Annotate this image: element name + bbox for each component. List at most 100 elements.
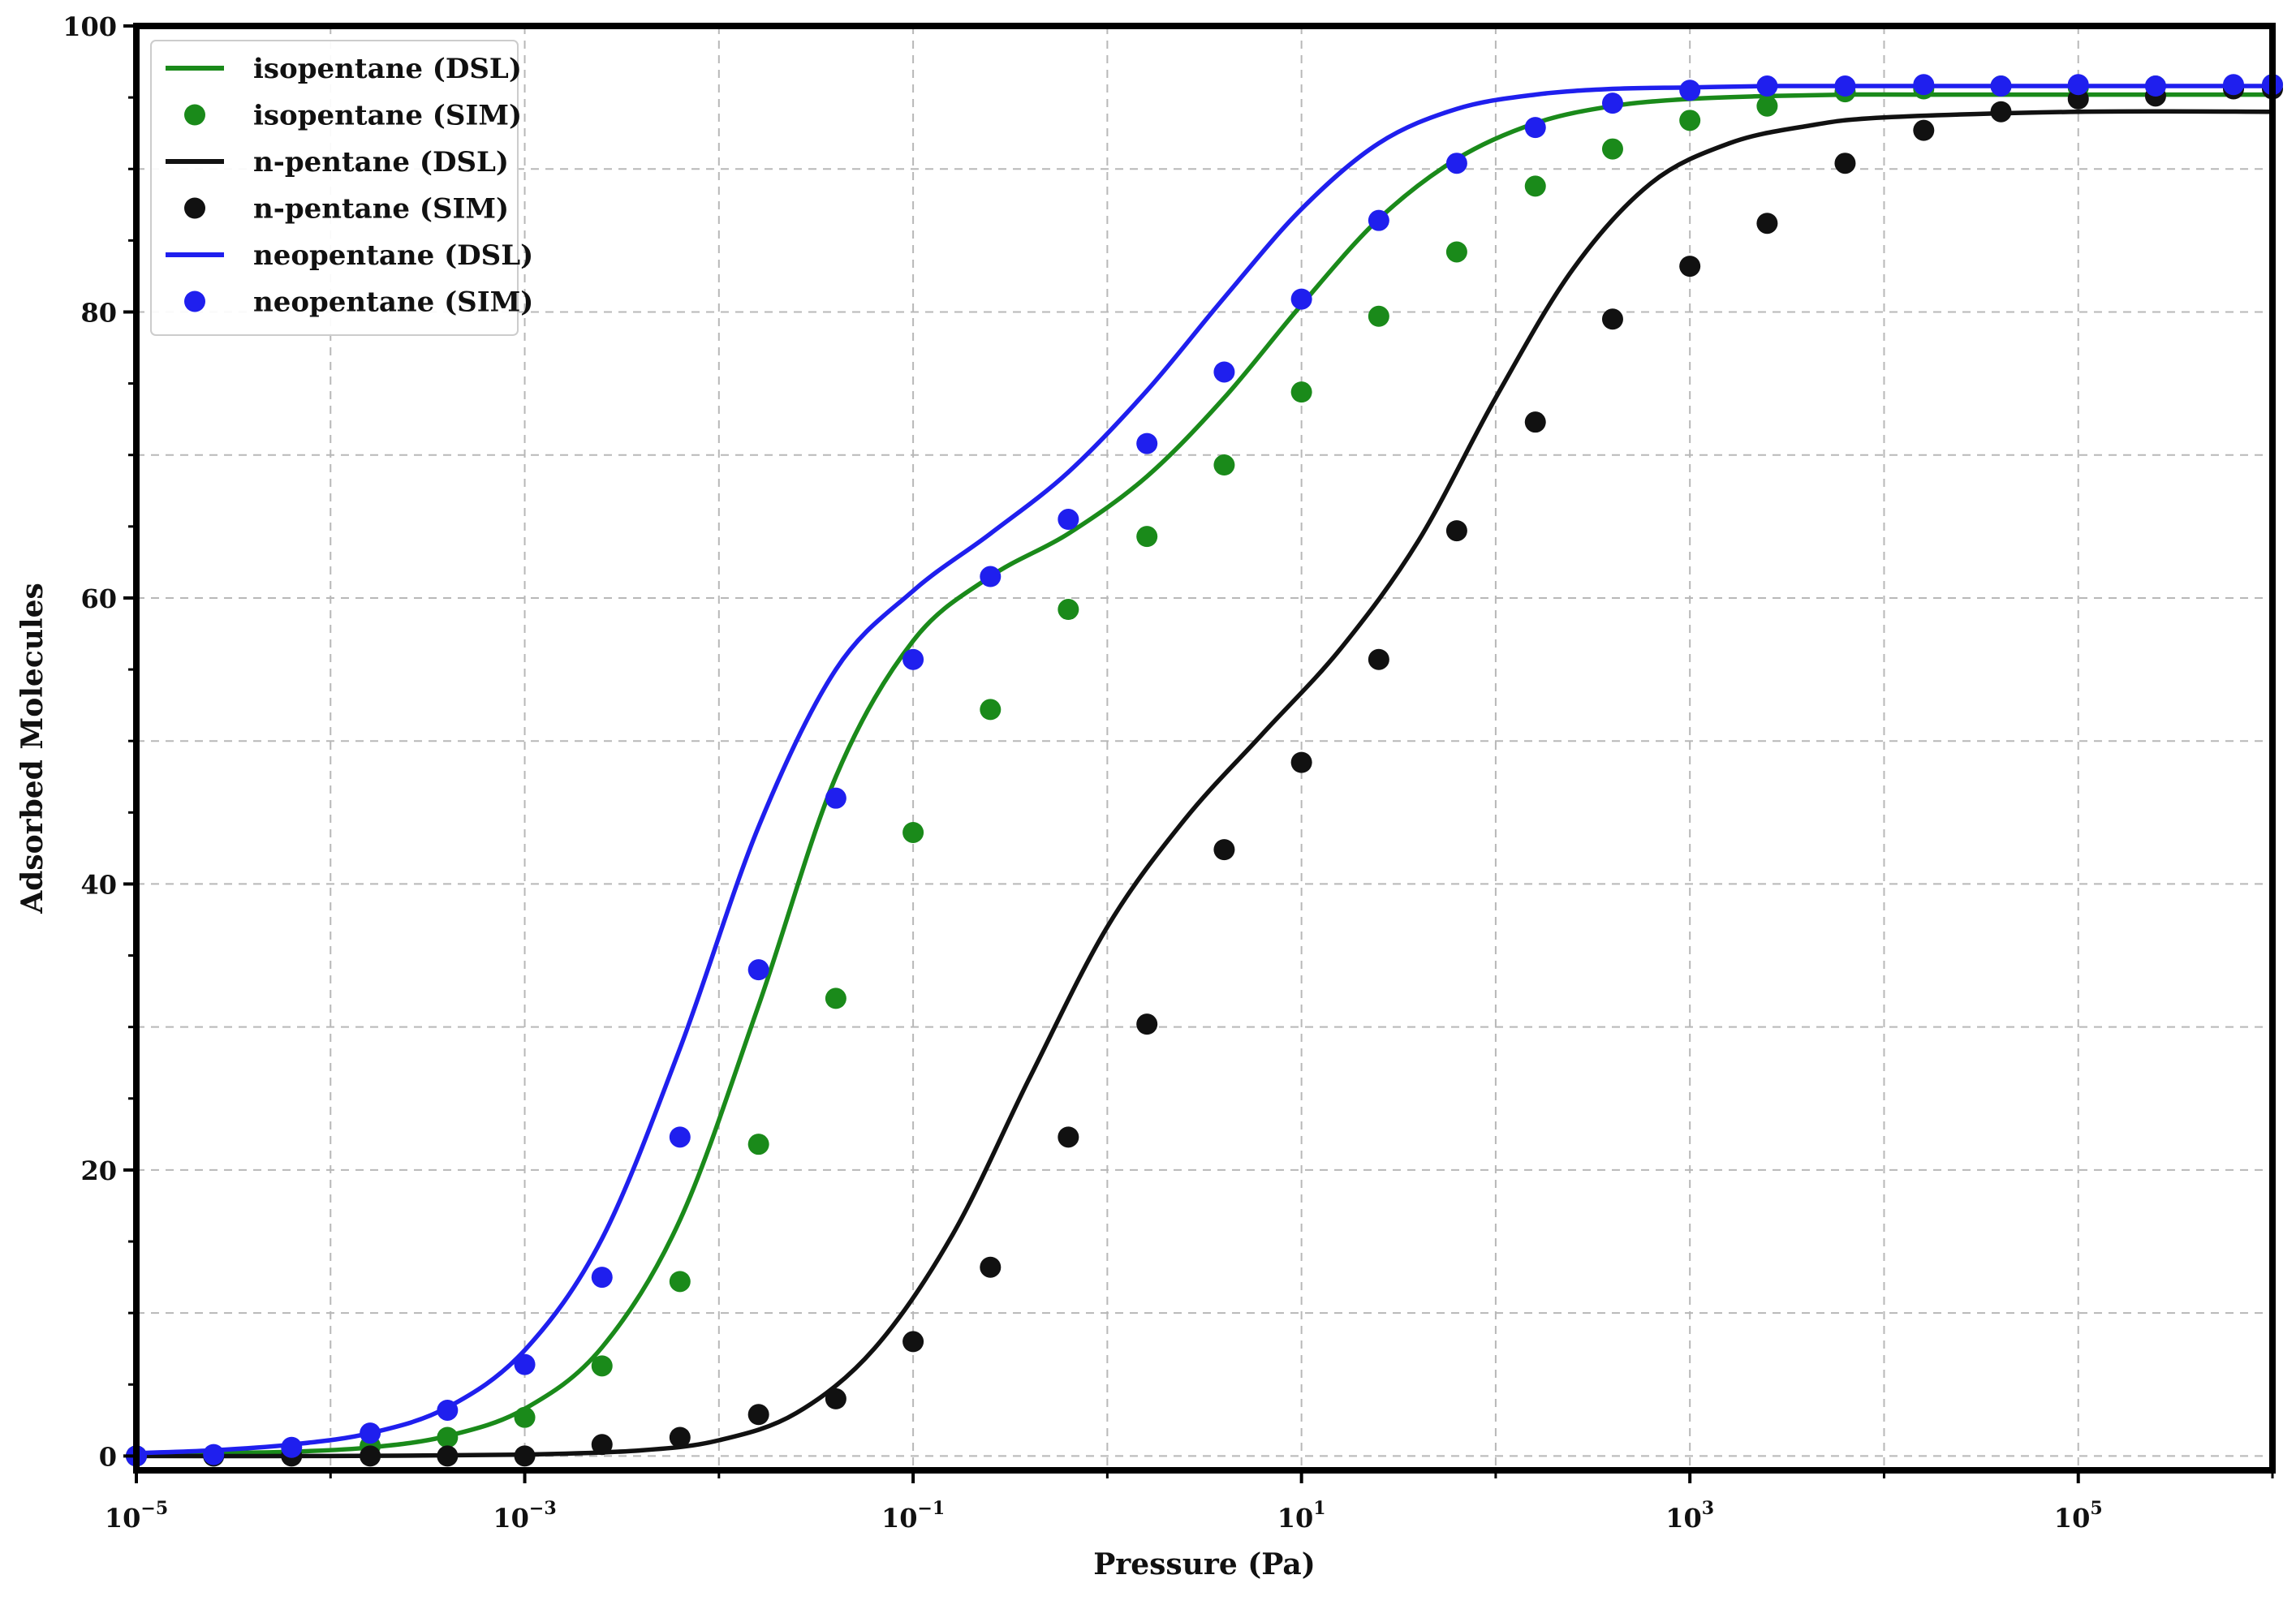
data-point-neopentane-sim xyxy=(1834,75,1856,97)
data-point-neopentane-sim xyxy=(514,1353,536,1375)
data-point-n-pentane-sim xyxy=(1058,1126,1079,1148)
y-axis-ticks: 0 20 40 60 80 100 xyxy=(62,11,136,1472)
legend-label: neopentane (SIM) xyxy=(253,286,533,319)
legend-label: isopentane (DSL) xyxy=(253,53,522,85)
data-point-neopentane-sim xyxy=(1058,509,1079,531)
y-axis-label: Adsorbed Molecules xyxy=(15,583,50,914)
data-point-isopentane-sim xyxy=(980,699,1002,721)
data-point-n-pentane-sim xyxy=(902,1331,924,1353)
data-point-isopentane-sim xyxy=(747,1134,769,1155)
x-axis-ticks: 10−5 10−3 10−1 101 103 105 xyxy=(105,1470,2103,1534)
data-point-n-pentane-sim xyxy=(437,1445,459,1467)
data-point-neopentane-sim xyxy=(980,566,1002,587)
data-point-isopentane-sim xyxy=(1213,454,1235,476)
legend-label: n-pentane (SIM) xyxy=(253,193,509,226)
data-point-neopentane-sim xyxy=(1913,74,1935,96)
data-point-n-pentane-sim xyxy=(1756,213,1778,235)
data-point-neopentane-sim xyxy=(360,1422,381,1444)
data-point-isopentane-sim xyxy=(1368,305,1389,327)
data-point-neopentane-sim xyxy=(1524,117,1546,139)
x-tick-label: 105 xyxy=(2054,1498,2103,1534)
data-point-neopentane-sim xyxy=(902,648,924,670)
data-point-n-pentane-sim xyxy=(1136,1013,1158,1035)
data-point-n-pentane-sim xyxy=(1913,119,1935,141)
data-point-isopentane-sim xyxy=(1601,138,1623,160)
data-point-n-pentane-sim xyxy=(514,1445,536,1467)
x-tick-label: 10−5 xyxy=(105,1498,168,1534)
data-point-n-pentane-sim xyxy=(1445,520,1467,542)
data-point-isopentane-sim xyxy=(1136,526,1158,548)
data-point-n-pentane-sim xyxy=(1990,101,2012,123)
y-tick-label: 80 xyxy=(80,297,117,328)
data-point-neopentane-sim xyxy=(1756,75,1778,97)
data-point-neopentane-sim xyxy=(747,959,769,981)
legend-swatch-marker xyxy=(184,290,205,312)
y-tick-label: 60 xyxy=(80,583,117,614)
legend-label: isopentane (SIM) xyxy=(253,100,522,132)
data-point-neopentane-sim xyxy=(2067,74,2089,96)
series-layer xyxy=(126,74,2283,1467)
y-tick-label: 0 xyxy=(99,1441,117,1472)
x-axis-label: Pressure (Pa) xyxy=(1093,1547,1316,1581)
data-point-neopentane-sim xyxy=(1601,93,1623,114)
data-point-neopentane-sim xyxy=(2222,74,2244,96)
x-tick-label: 101 xyxy=(1277,1498,1326,1534)
data-point-neopentane-sim xyxy=(2144,75,2166,97)
series-line-n-pentane-dsl xyxy=(136,109,2273,1459)
data-point-neopentane-sim xyxy=(669,1126,691,1148)
data-point-isopentane-sim xyxy=(1679,110,1701,131)
x-tick-label: 103 xyxy=(1665,1498,1714,1534)
data-point-neopentane-sim xyxy=(1136,432,1158,454)
data-point-isopentane-sim xyxy=(1058,599,1079,621)
data-point-isopentane-sim xyxy=(1445,241,1467,263)
data-point-isopentane-sim xyxy=(591,1355,613,1377)
data-point-neopentane-sim xyxy=(1368,209,1389,231)
data-point-isopentane-sim xyxy=(437,1426,459,1448)
data-point-n-pentane-sim xyxy=(1213,839,1235,861)
legend-box xyxy=(150,40,519,336)
legend-label: n-pentane (DSL) xyxy=(253,146,509,179)
data-point-n-pentane-sim xyxy=(1834,153,1856,174)
legend-swatch-marker xyxy=(184,197,205,219)
data-point-isopentane-sim xyxy=(1290,381,1312,403)
data-point-n-pentane-sim xyxy=(360,1445,381,1467)
data-point-neopentane-sim xyxy=(203,1444,225,1465)
data-point-n-pentane-sim xyxy=(1524,411,1546,433)
data-point-n-pentane-sim xyxy=(825,1388,846,1409)
data-point-isopentane-sim xyxy=(902,821,924,843)
data-point-neopentane-sim xyxy=(1290,288,1312,310)
data-point-n-pentane-sim xyxy=(747,1404,769,1426)
data-point-n-pentane-sim xyxy=(1601,308,1623,330)
data-point-isopentane-sim xyxy=(1524,175,1546,197)
data-point-n-pentane-sim xyxy=(1679,256,1701,278)
data-point-neopentane-sim xyxy=(437,1399,459,1421)
x-tick-label: 10−1 xyxy=(881,1498,945,1534)
data-point-n-pentane-sim xyxy=(1290,751,1312,773)
data-point-isopentane-sim xyxy=(825,988,846,1009)
data-point-neopentane-sim xyxy=(1990,75,2012,97)
data-point-neopentane-sim xyxy=(1445,153,1467,174)
x-tick-label: 10−3 xyxy=(493,1498,556,1534)
data-point-neopentane-sim xyxy=(591,1267,613,1289)
series-line-neopentane-dsl xyxy=(136,84,2272,1456)
data-point-neopentane-sim xyxy=(1679,80,1701,101)
plot-frame xyxy=(133,23,2276,1474)
data-point-n-pentane-sim xyxy=(669,1426,691,1448)
y-tick-label: 100 xyxy=(62,11,117,42)
data-point-neopentane-sim xyxy=(1213,361,1235,383)
legend-swatch-marker xyxy=(184,104,205,126)
data-point-isopentane-sim xyxy=(514,1406,536,1428)
data-point-isopentane-sim xyxy=(669,1271,691,1293)
legend-label: neopentane (DSL) xyxy=(253,239,533,272)
data-point-isopentane-sim xyxy=(1756,95,1778,117)
data-point-n-pentane-sim xyxy=(591,1434,613,1456)
y-tick-label: 20 xyxy=(80,1155,117,1186)
data-point-n-pentane-sim xyxy=(980,1256,1002,1278)
legend: isopentane (DSL) isopentane (SIM) n-pentan… xyxy=(150,40,533,336)
data-point-neopentane-sim xyxy=(281,1436,303,1458)
y-tick-label: 40 xyxy=(80,869,117,900)
data-point-neopentane-sim xyxy=(825,787,846,809)
data-point-n-pentane-sim xyxy=(1368,648,1389,670)
